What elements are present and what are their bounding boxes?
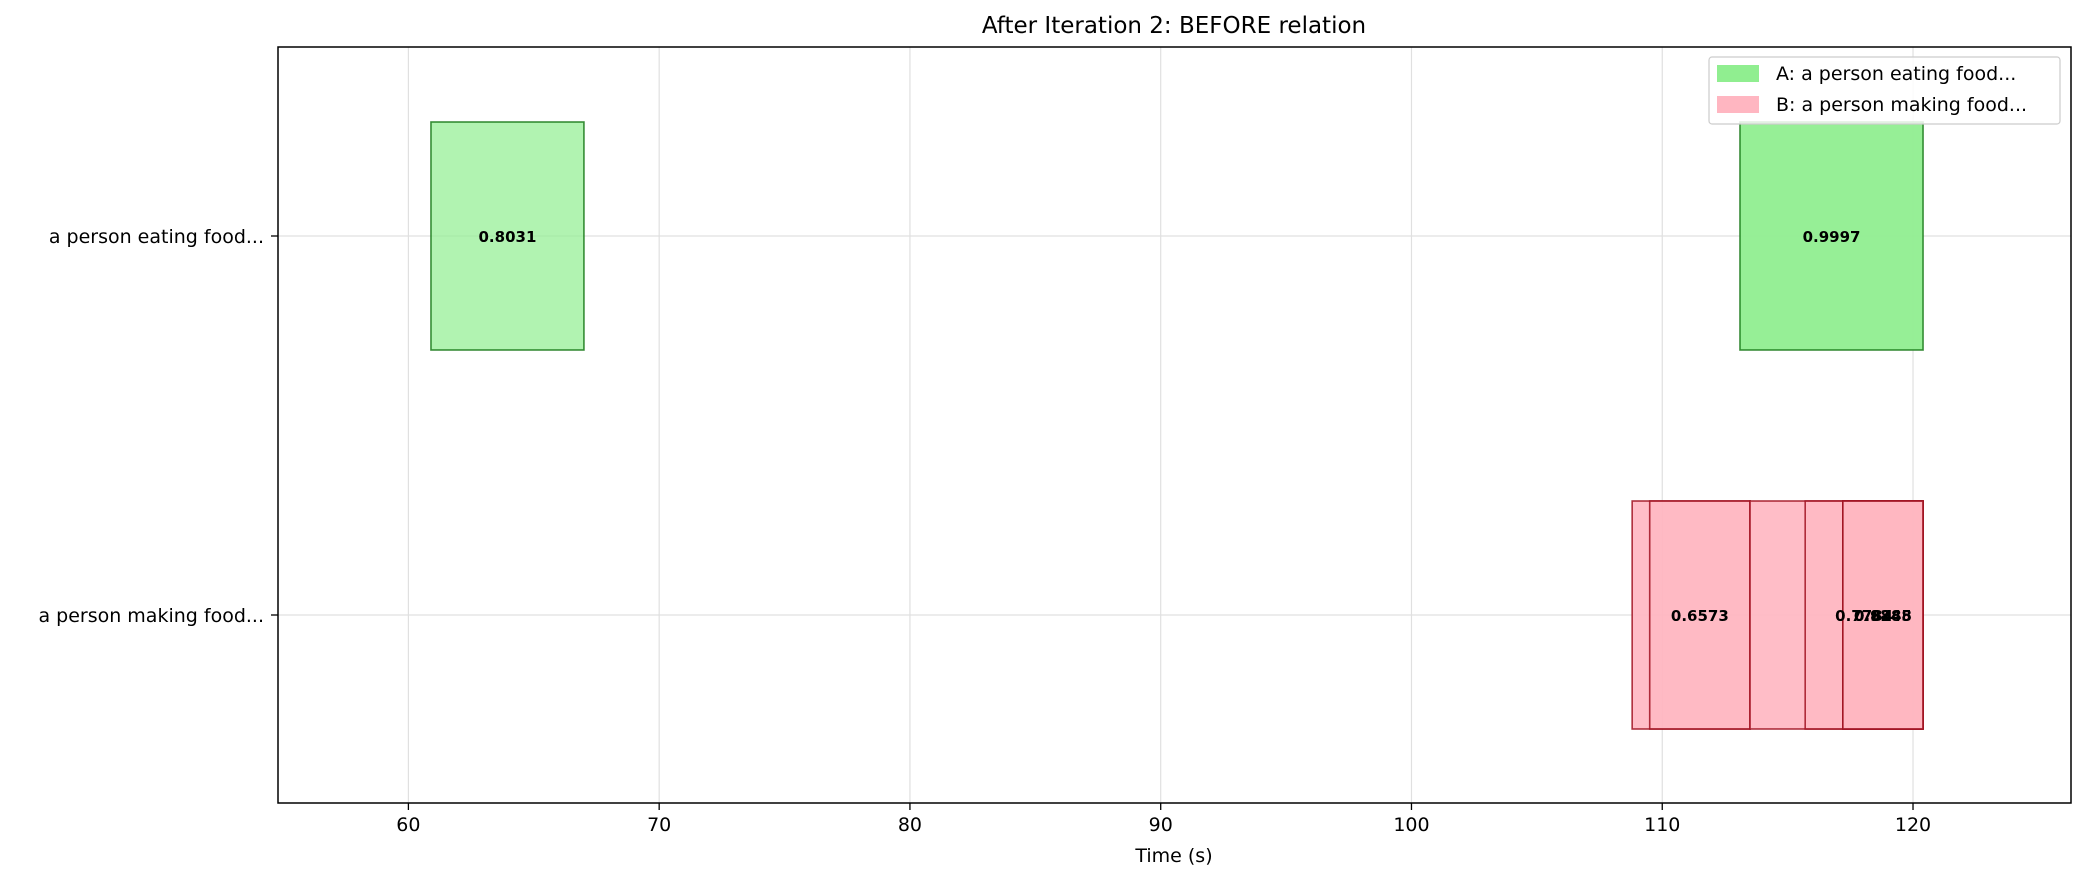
x-axis-label: Time (s) [1134, 845, 1212, 867]
legend-frame [1708, 56, 2061, 125]
x-axis: 60 70 80 90 100 110 120 [396, 803, 1931, 836]
bars [430, 121, 1924, 730]
bar-segment [430, 121, 585, 351]
x-tick-label: 60 [396, 814, 420, 836]
bar-value-label: 0.7784 [1835, 607, 1893, 625]
bar-segment [1804, 500, 1924, 730]
legend-swatch-b [1717, 96, 1759, 113]
bar-segment [1739, 121, 1924, 351]
x-tick-label: 90 [1149, 814, 1173, 836]
bar-value-label: 0.8845 [1854, 607, 1912, 625]
bar-value-label: 0.6573 [1671, 607, 1729, 625]
x-tick-label: 100 [1393, 814, 1429, 836]
chart-title: After Iteration 2: BEFORE relation [982, 13, 1366, 39]
bar-value-label: 0.9997 [1803, 228, 1861, 246]
bar-value-label: 0.8031 [479, 228, 537, 246]
bar-value-label: 0.9288 [1854, 607, 1912, 625]
bar-segment [1842, 500, 1924, 730]
legend-entry-a: A: a person eating food... [1776, 63, 2016, 85]
plot-frame [277, 46, 2072, 804]
legend: A: a person eating food... B: a person m… [1708, 56, 2061, 125]
x-tick-label: 110 [1644, 814, 1680, 836]
x-tick-label: 120 [1895, 814, 1931, 836]
y-tick-label: a person eating food... [49, 226, 264, 248]
bar-segment [1648, 500, 1751, 730]
legend-swatch-a [1717, 65, 1759, 82]
y-tick-label: a person making food... [38, 605, 264, 627]
x-tick-label: 80 [898, 814, 922, 836]
legend-entry-b: B: a person making food... [1776, 94, 2027, 116]
x-tick-label: 70 [647, 814, 671, 836]
y-axis: a person eating food... a person making f… [38, 226, 278, 627]
